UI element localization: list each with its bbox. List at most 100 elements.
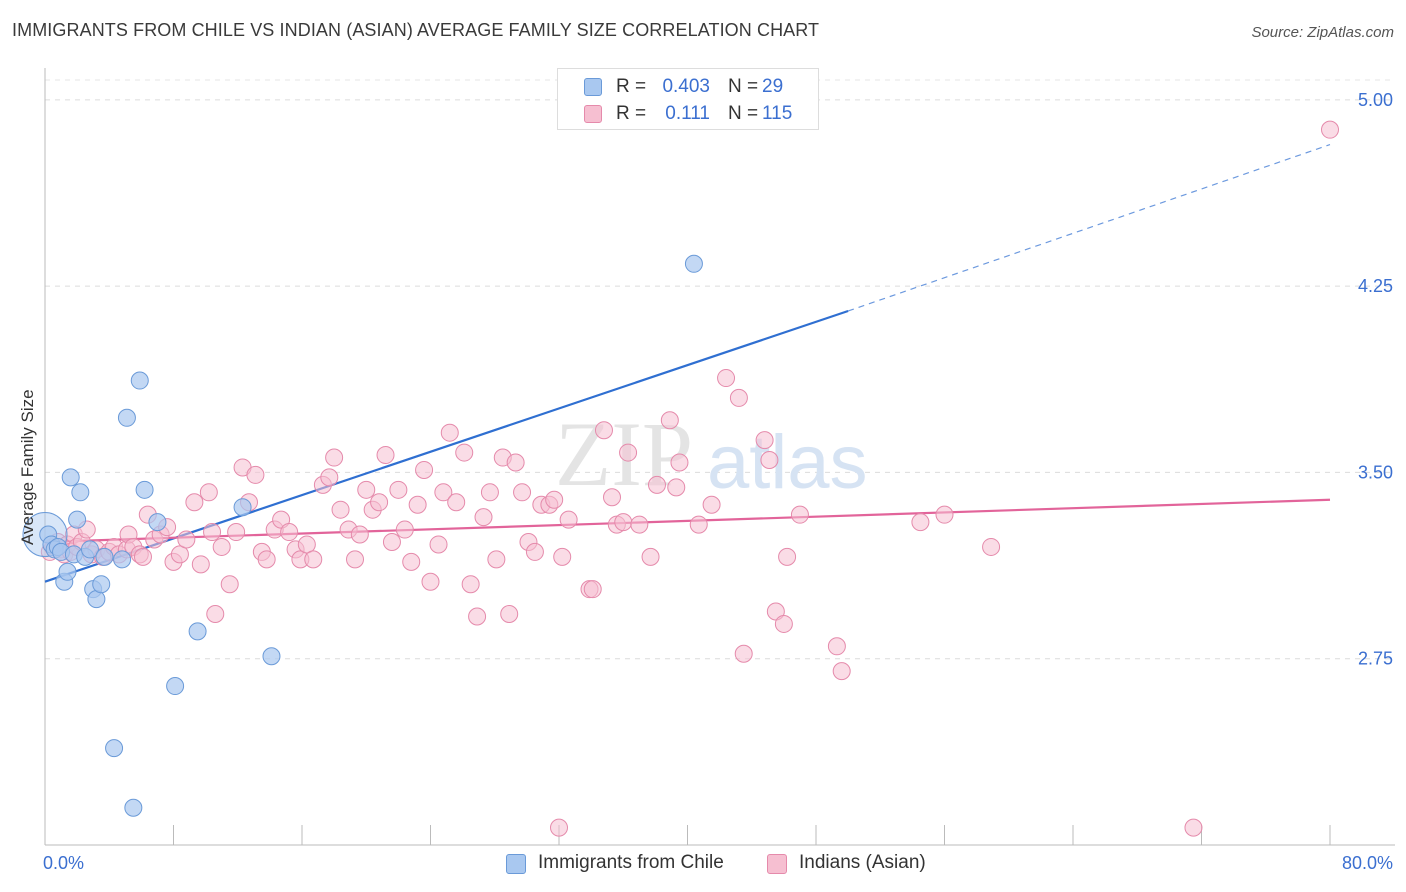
point-indian — [325, 448, 344, 467]
legend-swatch-indian — [584, 105, 602, 123]
point-indian — [667, 478, 686, 497]
point-indian — [717, 369, 736, 388]
x-tick-label-0: 0.0% — [43, 853, 84, 873]
legend-row-indian: R = 0.111 N = 115 — [558, 101, 820, 127]
point-indian — [619, 443, 638, 462]
point-indian — [545, 490, 564, 509]
point-indian — [734, 644, 753, 663]
bottom-legend-swatch-indian — [767, 854, 787, 874]
bottom-legend-label-chile: Immigrants from Chile — [538, 852, 724, 873]
point-indian — [583, 580, 602, 599]
point-indian — [1321, 120, 1339, 139]
bottom-legend-swatch-chile — [506, 854, 526, 874]
point-indian — [480, 483, 499, 502]
point-indian — [415, 460, 434, 479]
point-indian — [408, 495, 427, 514]
point-chile — [80, 540, 99, 559]
point-indian — [790, 505, 809, 524]
point-indian — [246, 465, 265, 484]
point-indian — [370, 493, 389, 512]
point-indian — [434, 483, 453, 502]
y-axis-label: Average Family Size — [18, 389, 37, 545]
legend-r-label: R = — [616, 103, 647, 124]
point-indian — [212, 537, 231, 556]
point-indian — [513, 483, 532, 502]
y-tick-label-3: 5.00 — [1358, 90, 1393, 110]
point-chile — [58, 562, 77, 581]
point-indian — [559, 510, 578, 529]
point-indian — [630, 515, 649, 534]
y-tick-label-2: 4.25 — [1358, 276, 1393, 296]
legend-n-value-chile: 29 — [762, 76, 784, 97]
point-indian — [553, 547, 572, 566]
point-indian — [911, 513, 930, 532]
point-indian — [350, 525, 369, 544]
point-indian — [525, 542, 544, 561]
point-indian — [346, 550, 365, 569]
point-indian — [500, 605, 519, 624]
stats-legend: R = 0.403 N = 29 R = 0.111 N = 115 — [557, 68, 819, 130]
point-indian — [935, 505, 954, 524]
point-indian — [331, 500, 350, 519]
point-indian — [594, 421, 613, 440]
point-indian — [280, 523, 299, 542]
point-indian — [206, 605, 225, 624]
trend-line-chile — [44, 144, 1331, 583]
point-chile — [61, 468, 80, 487]
point-indian — [220, 575, 239, 594]
point-indian — [660, 411, 679, 430]
point-chile — [105, 739, 124, 758]
point-indian — [227, 523, 246, 542]
point-indian — [729, 388, 748, 407]
point-indian — [185, 493, 204, 512]
legend-n-label: N = — [728, 76, 759, 97]
legend-n-label: N = — [728, 103, 759, 124]
point-indian — [170, 545, 189, 564]
point-indian — [641, 547, 660, 566]
point-indian — [647, 475, 666, 494]
point-chile — [117, 408, 136, 427]
point-indian — [177, 530, 196, 549]
point-indian — [474, 508, 493, 527]
point-chile — [95, 547, 114, 566]
legend-swatch-chile — [584, 78, 602, 96]
point-chile — [262, 647, 281, 666]
source-label: Source: ZipAtlas.com — [1251, 24, 1394, 41]
legend-r-value-chile: 0.403 — [662, 76, 710, 97]
point-indian — [389, 480, 408, 499]
point-indian — [382, 532, 401, 551]
point-chile — [92, 575, 111, 594]
point-indian — [702, 495, 721, 514]
point-indian — [778, 547, 797, 566]
point-indian — [468, 607, 487, 626]
point-chile — [87, 590, 106, 609]
point-indian — [689, 515, 708, 534]
y-tick-label-1: 3.50 — [1358, 462, 1393, 482]
point-indian — [440, 423, 459, 442]
points-chile — [22, 254, 703, 817]
point-indian — [395, 520, 414, 539]
point-indian — [455, 443, 474, 462]
point-indian — [670, 453, 689, 472]
trend-line-chile-extension — [847, 144, 1331, 312]
point-indian — [1184, 818, 1203, 837]
point-chile — [188, 622, 207, 641]
bottom-legend-label-indian: Indians (Asian) — [799, 852, 926, 873]
point-indian — [429, 535, 448, 554]
watermark: ZIP atlas — [555, 403, 868, 505]
point-indian — [357, 480, 376, 499]
point-indian — [774, 614, 793, 633]
point-chile — [130, 371, 149, 390]
legend-row-chile: R = 0.403 N = 29 — [558, 74, 820, 100]
point-indian — [402, 552, 421, 571]
point-indian — [320, 468, 339, 487]
point-indian — [199, 483, 218, 502]
point-chile — [684, 254, 703, 273]
chart-title: IMMIGRANTS FROM CHILE VS INDIAN (ASIAN) … — [12, 20, 820, 40]
trend-line-indian — [44, 498, 1331, 544]
tick-labels: 2.75 3.50 4.25 5.00 0.0% 80.0% — [43, 90, 1393, 873]
point-indian — [376, 446, 395, 465]
point-indian — [550, 818, 568, 837]
point-indian — [506, 453, 525, 472]
point-chile — [148, 513, 167, 532]
